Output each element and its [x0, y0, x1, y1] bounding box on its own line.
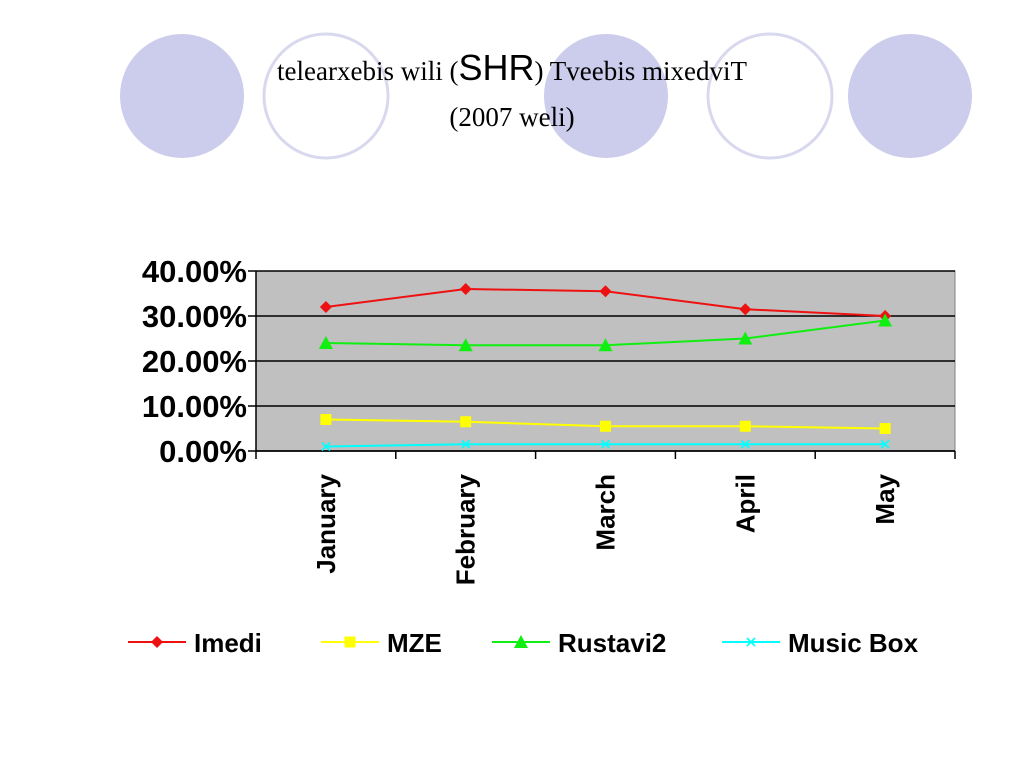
title-post: ) Tveebis mixedviT [534, 56, 747, 86]
data-point [739, 303, 752, 316]
data-point [459, 283, 472, 295]
data-point [600, 439, 611, 449]
data-point [458, 338, 473, 352]
circle-shape [544, 34, 668, 158]
circle-shape [706, 32, 834, 160]
legend-label: Imedi [194, 628, 262, 658]
circle-shape [120, 34, 244, 158]
data-point [319, 301, 332, 313]
data-point [320, 414, 332, 425]
legend-marker [746, 637, 756, 647]
x-tick-label: May [870, 473, 900, 524]
circle-shape [848, 34, 972, 158]
x-tick-label: February [451, 473, 481, 585]
data-point [740, 439, 750, 449]
decorative-circles [120, 32, 972, 160]
data-point [738, 331, 753, 345]
legend-marker [151, 636, 163, 648]
y-tick-label: 0.00% [159, 434, 247, 469]
data-point [739, 420, 751, 432]
slide-title: telearxebis wili (SHR) Tveebis mixedviT … [0, 45, 1024, 140]
y-tick-label: 20.00% [142, 344, 247, 379]
data-point [879, 423, 891, 434]
x-tick-label: January [311, 473, 341, 573]
data-point [878, 313, 893, 327]
data-point [460, 416, 472, 428]
data-point [599, 285, 612, 298]
x-tick-label: April [730, 474, 760, 533]
title-line-1: telearxebis wili (SHR) Tveebis mixedviT [0, 45, 1024, 94]
data-point [598, 338, 613, 352]
data-point [880, 439, 890, 449]
y-tick-label: 40.00% [142, 254, 247, 289]
data-point [321, 441, 331, 452]
title-abbrev: SHR [458, 47, 535, 88]
title-pre: telearxebis wili ( [277, 56, 459, 86]
data-point [461, 439, 471, 449]
data-point [600, 420, 611, 432]
legend-label: Rustavi2 [558, 628, 666, 658]
legend-label: Music Box [788, 628, 919, 658]
y-tick-label: 30.00% [142, 299, 247, 334]
x-tick-label: March [591, 474, 621, 551]
circle-shape [262, 32, 390, 160]
legend-marker [344, 636, 356, 648]
title-line-2: (2007 weli) [449, 102, 575, 132]
y-tick-label: 10.00% [142, 389, 247, 424]
data-point [318, 336, 333, 349]
legend-marker [514, 635, 528, 648]
legend-label: MZE [387, 628, 442, 658]
